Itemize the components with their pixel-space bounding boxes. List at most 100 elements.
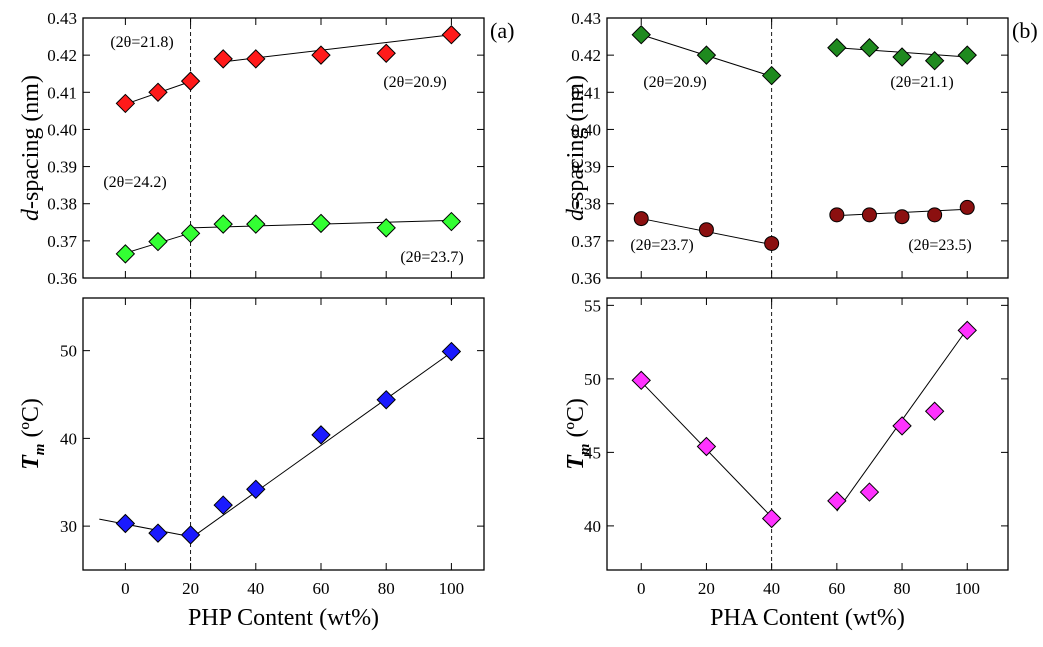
annotation: (2θ=23.5)	[908, 237, 971, 254]
y-tick-label: 40	[60, 429, 77, 448]
point	[180, 71, 201, 91]
y-tick-label: 0.41	[47, 83, 77, 102]
y-axis-title-part: (ºC)	[18, 398, 44, 443]
point	[115, 244, 136, 264]
y-tick-label: 0.38	[47, 195, 77, 214]
y-axis-title-part: T	[18, 454, 44, 470]
panel-label: (a)	[490, 18, 514, 43]
y-tick-label: 0.36	[47, 269, 77, 288]
panel-label: (b)	[1012, 18, 1038, 43]
point	[148, 231, 168, 252]
point	[827, 38, 847, 58]
y-tick-label: 0.41	[571, 83, 601, 102]
x-axis-title: PHA Content (wt%)	[710, 605, 905, 631]
y-axis-title-part: m	[577, 444, 593, 456]
point	[311, 45, 331, 65]
point	[859, 38, 880, 58]
x-tick-label: 80	[378, 579, 395, 598]
x-tick-label: 100	[954, 579, 980, 598]
point	[894, 209, 910, 225]
point	[924, 401, 945, 421]
point	[311, 425, 331, 445]
point	[180, 525, 201, 545]
point	[698, 222, 714, 238]
x-tick-label: 0	[637, 579, 646, 598]
point	[924, 51, 945, 71]
point	[859, 482, 880, 502]
point	[441, 25, 462, 45]
point	[115, 513, 136, 534]
x-tick-label: 60	[828, 579, 845, 598]
fit-line	[190, 351, 452, 539]
y-axis-title-part: (ºC)	[563, 398, 589, 443]
y-tick-label: 0.36	[571, 269, 601, 288]
point	[180, 223, 201, 244]
point	[376, 218, 396, 238]
point	[957, 320, 977, 341]
y-tick-label: 0.42	[571, 46, 601, 65]
point	[148, 523, 168, 543]
point	[696, 436, 717, 457]
point	[829, 207, 845, 223]
point	[959, 199, 975, 215]
point	[633, 211, 649, 227]
x-tick-label: 60	[312, 579, 329, 598]
point	[761, 65, 782, 86]
point	[246, 49, 266, 69]
x-tick-label: 40	[247, 579, 264, 598]
axes-frame	[606, 297, 1009, 571]
y-axis-title-part: d	[18, 208, 44, 221]
y-tick-label: 0.39	[571, 158, 601, 177]
point	[764, 235, 780, 251]
y-axis-title-part: d	[563, 208, 589, 221]
y-tick-label: 0.42	[47, 46, 77, 65]
point	[827, 491, 847, 511]
y-tick-label: 0.39	[47, 158, 77, 177]
annotation: (2θ=21.1)	[890, 74, 953, 91]
point	[115, 93, 136, 114]
point	[892, 47, 912, 67]
point	[957, 45, 977, 65]
y-axis-title: Tm (ºC)	[18, 398, 48, 470]
y-tick-label: 0.37	[571, 232, 601, 251]
point	[441, 341, 462, 362]
axes-frame	[606, 17, 1009, 279]
y-axis-title-part: -spacing (nm)	[18, 75, 44, 209]
fit-line	[99, 518, 191, 538]
annotation: (2θ=20.9)	[383, 74, 446, 91]
x-tick-label: 100	[439, 579, 465, 598]
y-tick-label: 0.40	[571, 120, 601, 139]
y-tick-label: 45	[584, 443, 601, 462]
y-tick-label: 0.43	[571, 9, 601, 28]
axes-frame	[82, 17, 485, 279]
point	[892, 416, 912, 436]
annotation: (2θ=23.7)	[630, 237, 693, 254]
annotation: (2θ=23.7)	[400, 249, 463, 266]
point	[148, 82, 168, 102]
point	[441, 211, 462, 232]
y-tick-label: 55	[584, 296, 601, 315]
y-tick-label: 30	[60, 517, 77, 536]
y-axis-title-part: m	[32, 444, 48, 456]
x-tick-label: 20	[698, 579, 715, 598]
axes-frame	[82, 297, 485, 571]
x-axis-title: PHP Content (wt%)	[188, 605, 379, 631]
x-tick-label: 0	[121, 579, 130, 598]
y-tick-label: 50	[584, 370, 601, 389]
y-tick-label: 0.37	[47, 232, 77, 251]
point	[311, 213, 331, 234]
y-axis-title-part: T	[563, 454, 589, 470]
x-tick-label: 80	[894, 579, 911, 598]
point	[213, 495, 233, 515]
point	[246, 479, 266, 499]
y-tick-label: 50	[60, 342, 77, 361]
point	[761, 508, 782, 529]
point	[213, 214, 233, 234]
x-tick-label: 40	[763, 579, 780, 598]
point	[696, 45, 717, 65]
point	[246, 214, 266, 234]
point	[861, 207, 877, 223]
annotation: (2θ=20.9)	[643, 74, 706, 91]
point	[927, 207, 943, 223]
